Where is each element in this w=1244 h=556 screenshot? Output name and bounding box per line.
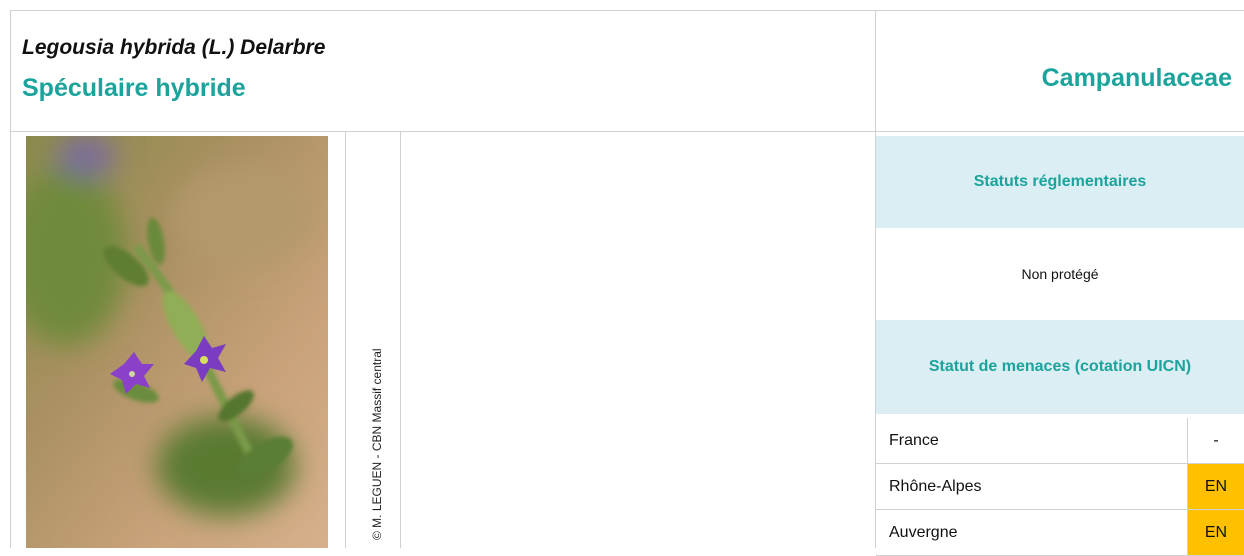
border	[10, 10, 11, 548]
photo-credit: © M. LEGUEN - CBN Massif central	[370, 270, 384, 540]
common-name: Spéculaire hybride	[22, 74, 246, 103]
border	[345, 131, 346, 548]
region: France	[876, 418, 1188, 464]
threat-row: France-	[876, 418, 1244, 464]
photo	[26, 136, 328, 548]
section-header: Statut de menaces (cotation UICN)	[876, 320, 1244, 414]
border	[10, 10, 1244, 11]
border	[400, 131, 401, 548]
threat-status: -	[1188, 418, 1244, 464]
section-body: Non protégé	[876, 228, 1244, 320]
region: Auvergne	[876, 510, 1188, 556]
threat-status: EN	[1188, 510, 1244, 556]
regulatory-value: Non protégé	[1021, 266, 1098, 282]
section-header: Statuts réglementaires	[876, 136, 1244, 228]
border	[10, 131, 1244, 132]
threat-title: Statut de menaces (cotation UICN)	[929, 358, 1191, 376]
latin-name: Legousia hybrida (L.) Delarbre	[22, 36, 325, 60]
threat-status: EN	[1188, 464, 1244, 510]
region: Rhône-Alpes	[876, 464, 1188, 510]
regulatory-title: Statuts réglementaires	[974, 173, 1147, 191]
family: Campanulaceae	[876, 64, 1244, 93]
